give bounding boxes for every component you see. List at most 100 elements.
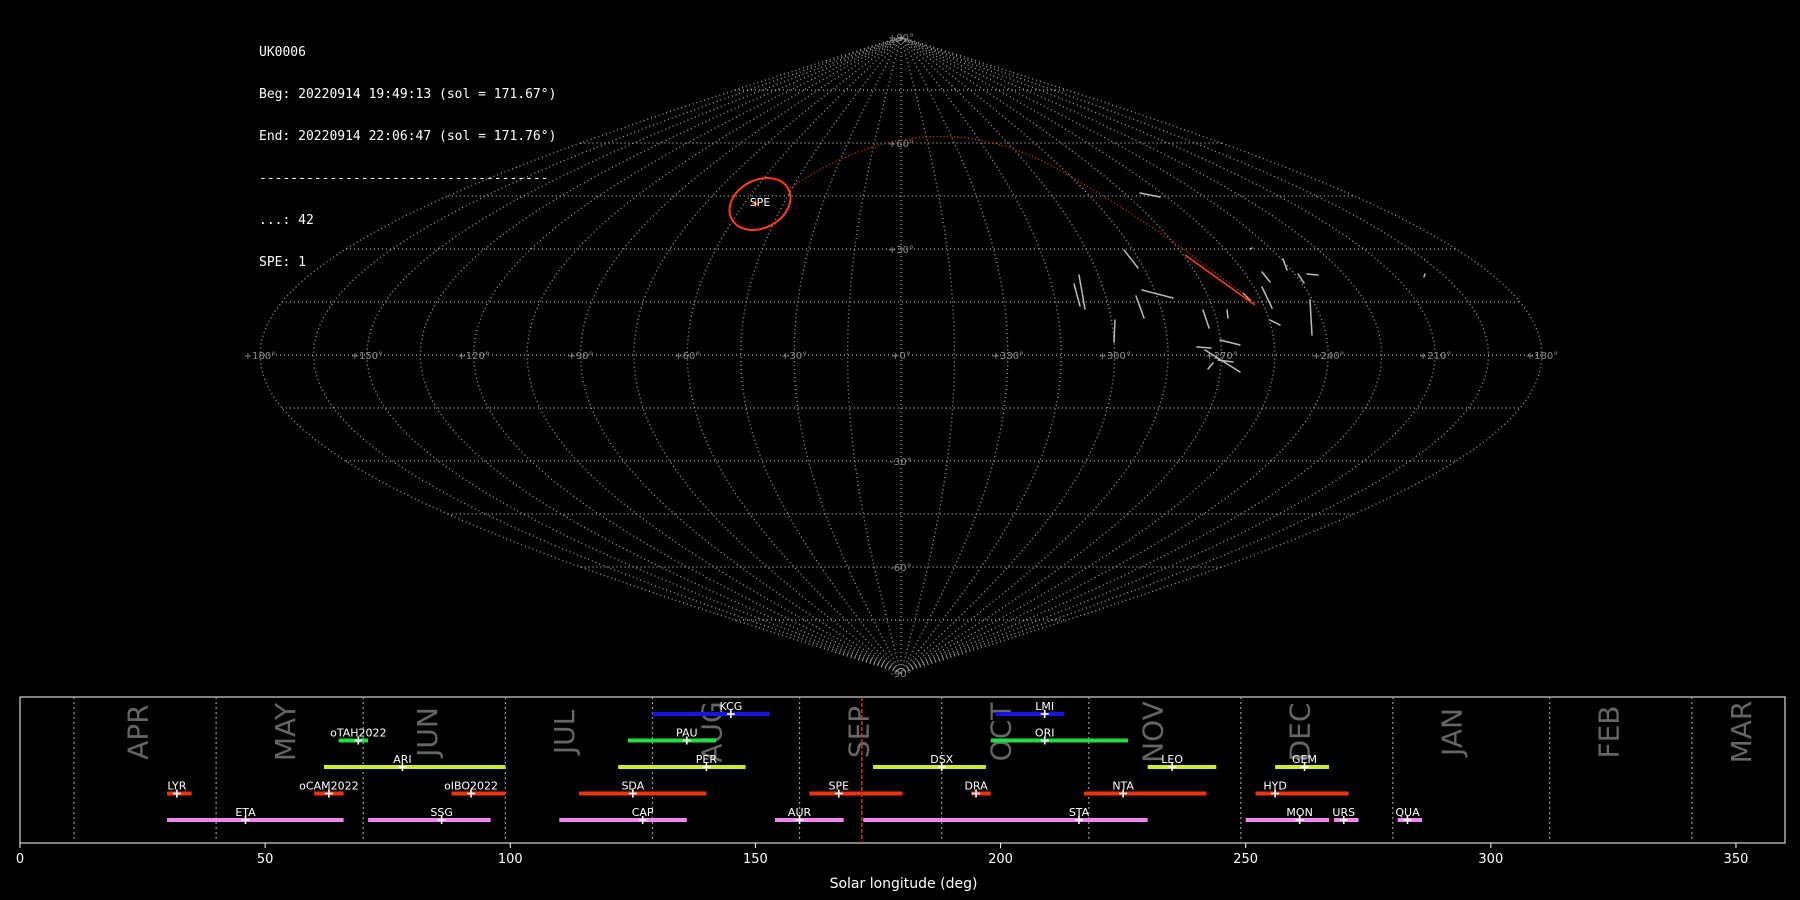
meteor-track (1202, 309, 1210, 329)
meteor-track (1141, 289, 1174, 299)
separator-line: ------------------------------------- (259, 171, 549, 186)
meteor-track (1123, 249, 1139, 269)
meteor-track (1297, 273, 1305, 284)
spe-count: SPE: 1 (259, 255, 306, 270)
shower-label: QUA (1395, 806, 1420, 819)
shower-label: LYR (167, 780, 186, 793)
shower-label: DSX (930, 753, 953, 766)
meteor-track (1309, 299, 1313, 336)
longitude-label: +60° (674, 351, 700, 362)
shower-label: HYD (1263, 780, 1286, 793)
shower-label: LMI (1035, 700, 1054, 713)
shower-label: LEO (1161, 753, 1183, 766)
x-tick-label: 0 (16, 852, 24, 867)
shower-label: MON (1286, 806, 1312, 819)
meteor-track (1113, 319, 1116, 343)
meteor-track (1423, 273, 1426, 278)
sporadic-count: ...: 42 (259, 213, 314, 228)
shower-label: GEM (1292, 753, 1317, 766)
meteor-track (1226, 309, 1229, 319)
end-time: End: 20220914 22:06:47 (sol = 171.76°) (259, 129, 557, 144)
shower-label: CAP (632, 806, 654, 819)
month-label: FEB (1593, 705, 1626, 758)
sporadic-tracks (1073, 192, 1426, 373)
latitude-label: -60° (890, 563, 911, 574)
shower-label: oTAH2022 (330, 727, 386, 740)
meteor-track (1269, 319, 1281, 326)
latitude-label: -90° (890, 669, 911, 680)
x-tick-label: 100 (498, 852, 523, 867)
longitude-label: +270° (1205, 351, 1237, 362)
meridian-line (686, 36, 902, 674)
shower-timeline-chart: APR MAY JUN JUL AUG SEP OCT NOV DEC JAN FEB MAR KCG L… (16, 696, 1786, 892)
latitude-label: +30° (888, 245, 914, 256)
spe-radiant-track (789, 135, 1256, 304)
month-label: MAR (1725, 701, 1758, 764)
info-panel: UK0006 Beg: 20220914 19:49:13 (sol = 171… (259, 18, 556, 284)
shower-label: ORI (1035, 727, 1055, 740)
meteor-track (1242, 292, 1251, 301)
spe-radiant-label: SPE (750, 196, 771, 209)
x-tick-label: 150 (743, 852, 768, 867)
graticule (259, 36, 1543, 674)
meteor-track (1249, 247, 1253, 250)
spe-meteor-track (1184, 254, 1256, 306)
month-label: OCT (985, 702, 1018, 762)
meridian-line (900, 36, 1490, 674)
month-label: MAY (269, 702, 302, 761)
spe-radiant-ellipse (728, 177, 792, 231)
latitude-label: -30° (890, 457, 911, 468)
latitude-label: +90° (888, 33, 914, 44)
meteor-track (1261, 286, 1273, 309)
x-tick-label: 300 (1478, 852, 1503, 867)
station-id: UK0006 (259, 45, 306, 60)
spe-radiant-marker: + (751, 197, 760, 210)
longitude-label: +90° (567, 351, 593, 362)
longitude-label: +180° (1526, 351, 1558, 362)
shower-label: NTA (1112, 780, 1134, 793)
meridian-line (900, 36, 1223, 674)
shower-label: SSG (430, 806, 453, 819)
meteor-track (1207, 362, 1214, 370)
latitude-label: +60° (888, 139, 914, 150)
longitude-label: +0° (891, 351, 911, 362)
meridian-line (900, 36, 1276, 674)
meridian-line (633, 36, 902, 674)
longitude-label: +330° (992, 351, 1024, 362)
meridian-line (900, 36, 1383, 674)
meteor-track (1196, 346, 1212, 349)
meteor-track (1204, 349, 1241, 373)
meteor-track (1135, 295, 1145, 319)
longitude-label: +300° (1098, 351, 1130, 362)
shower-label: SDA (621, 780, 644, 793)
meridian-line (900, 36, 1116, 674)
meteor-track (1073, 283, 1081, 307)
shower-label: oIBO2022 (444, 780, 498, 793)
x-tick-label: 350 (1724, 852, 1749, 867)
shower-label: ARI (393, 753, 411, 766)
month-label: AUG (695, 701, 728, 762)
longitude-label: +180° (244, 351, 276, 362)
begin-time: Beg: 20220914 19:49:13 (sol = 171.67°) (259, 87, 557, 102)
meteor-track (1282, 258, 1288, 271)
meteor-track (1306, 273, 1319, 276)
meteor-track (1139, 192, 1161, 198)
month-label: APR (122, 704, 155, 760)
shower-label: SPE (828, 780, 849, 793)
shower-label: PER (696, 753, 718, 766)
shower-label: STA (1069, 806, 1090, 819)
shower-label: PAU (676, 727, 698, 740)
meridian-line (312, 36, 902, 674)
month-label: JUN (411, 707, 444, 759)
month-label: JUL (548, 709, 581, 756)
longitude-label: +210° (1419, 351, 1451, 362)
x-tick-label: 250 (1233, 852, 1258, 867)
x-tick-label: 200 (988, 852, 1013, 867)
x-tick-label: 50 (257, 852, 274, 867)
longitude-label: +30° (781, 351, 807, 362)
meteor-track (1219, 339, 1241, 346)
month-label: NOV (1137, 701, 1170, 763)
longitude-label: +240° (1312, 351, 1344, 362)
month-label: SEP (842, 706, 875, 758)
shower-label: ETA (235, 806, 256, 819)
